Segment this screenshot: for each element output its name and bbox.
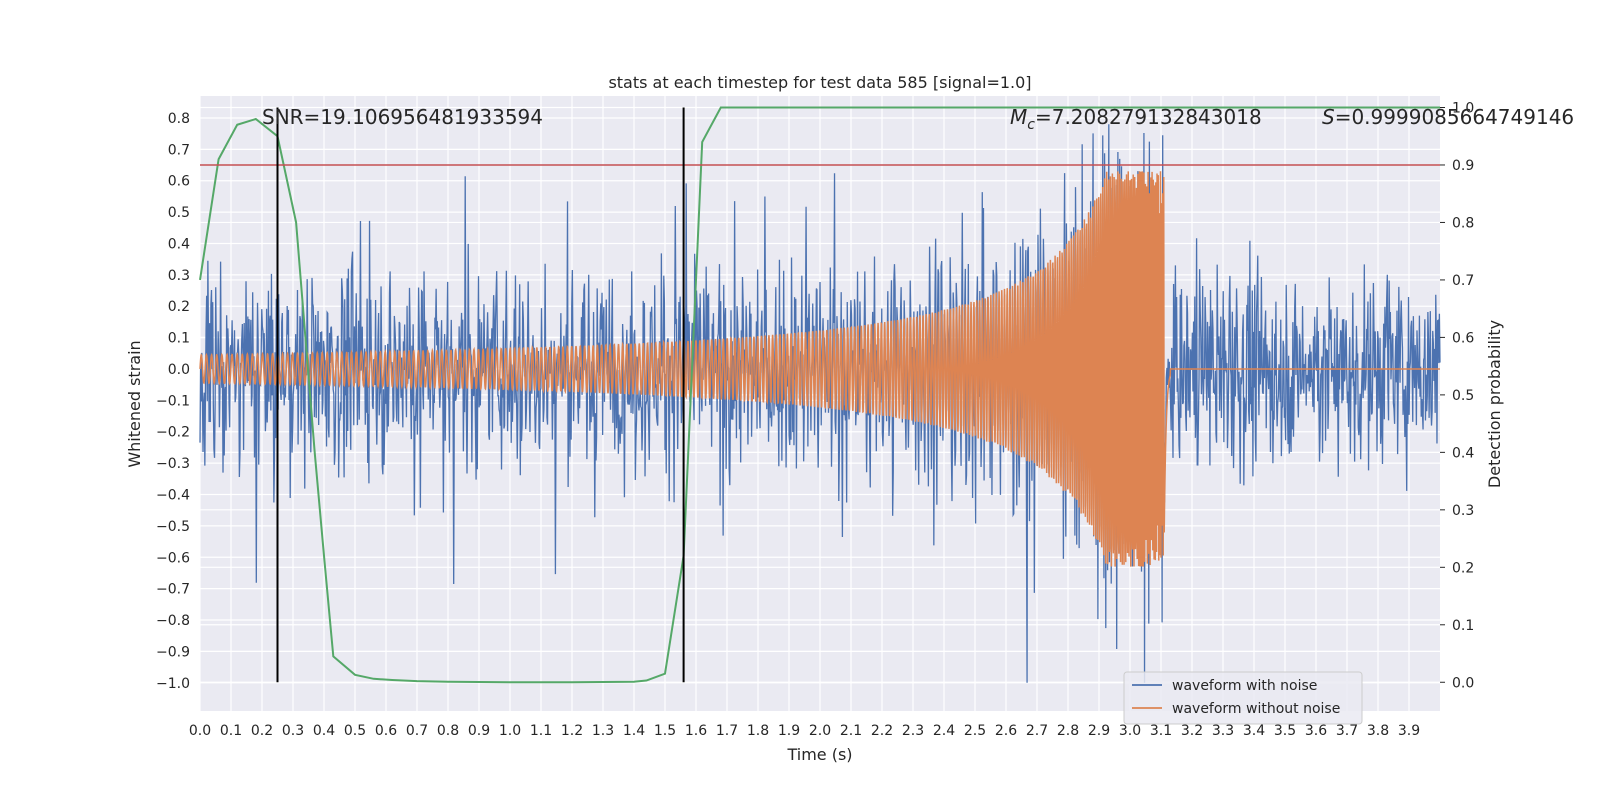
x-tick-label: 2.1	[840, 723, 862, 739]
score-value: =0.9999085664749146	[1335, 105, 1574, 129]
x-tick-label: 2.3	[902, 723, 924, 739]
x-tick-label: 1.4	[623, 723, 645, 739]
y-tick-label: −0.2	[156, 425, 190, 441]
y-tick-label: −0.9	[156, 644, 190, 660]
x-tick-label: 1.9	[778, 723, 800, 739]
y2-tick-label: 0.0	[1452, 675, 1474, 691]
x-tick-label: 1.5	[654, 723, 676, 739]
x-tick-label: 2.5	[964, 723, 986, 739]
x-tick-label: 0.1	[220, 723, 242, 739]
y2-tick-label: 0.5	[1452, 388, 1474, 404]
x-tick-label: 0.9	[468, 723, 490, 739]
x-tick-label: 0.0	[189, 723, 211, 739]
x-tick-label: 3.0	[1119, 723, 1141, 739]
x-tick-label: 3.2	[1181, 723, 1203, 739]
series-waveform-without-noise	[199, 171, 1440, 567]
legend: waveform with noise waveform without noi…	[1123, 671, 1363, 725]
y-tick-label: 0.2	[168, 299, 190, 315]
y-tick-label: −1.0	[156, 676, 190, 692]
y-tick-label: −0.4	[156, 487, 190, 503]
y-tick-label: 0.1	[168, 331, 190, 347]
y2-tick-label: 0.7	[1452, 273, 1474, 289]
legend-box	[1123, 671, 1363, 725]
y2-tick-label: 0.1	[1452, 618, 1474, 634]
x-tick-label: 0.6	[375, 723, 397, 739]
x-tick-label: 3.6	[1305, 723, 1327, 739]
chirp-mass-subscript: c	[1027, 117, 1035, 133]
x-axis-label: Time (s)	[786, 745, 852, 764]
x-tick-label: 1.3	[592, 723, 614, 739]
legend-label-clean: waveform without noise	[1172, 701, 1340, 717]
y2-tick-label: 0.8	[1452, 215, 1474, 231]
y2-tick-label: 0.9	[1452, 158, 1474, 174]
x-tick-label: 1.2	[561, 723, 583, 739]
y-tick-label: 0.4	[168, 236, 190, 252]
y-tick-label: −0.6	[156, 550, 190, 566]
y2-tick-label: 1.0	[1452, 100, 1474, 116]
x-tick-label: 2.9	[1088, 723, 1110, 739]
y2-axis-ticks: 1.0 0.9 0.8 0.7 0.6 0.5 0.4 0.3 0.2 0.1 0.0	[1440, 100, 1474, 691]
y2-tick-label: 0.4	[1452, 445, 1474, 461]
y2-tick-label: 0.6	[1452, 330, 1474, 346]
y2-axis-label: Detection probability	[1485, 320, 1504, 488]
chirp-mass-value: =7.208279132843018	[1035, 105, 1262, 129]
x-tick-label: 0.7	[406, 723, 428, 739]
y-tick-label: −0.3	[156, 456, 190, 472]
y-tick-label: −0.5	[156, 519, 190, 535]
x-tick-label: 0.5	[344, 723, 366, 739]
chirp-mass-symbol: M	[1010, 105, 1027, 129]
x-tick-label: 3.5	[1274, 723, 1296, 739]
x-tick-label: 0.2	[251, 723, 273, 739]
x-tick-label: 3.4	[1243, 723, 1265, 739]
x-tick-label: 0.8	[437, 723, 459, 739]
x-tick-label: 1.6	[685, 723, 707, 739]
snr-annotation: SNR=19.106956481933594	[262, 105, 543, 129]
line-waveform-without-noise	[199, 171, 1440, 567]
y2-tick-label: 0.3	[1452, 503, 1474, 519]
x-tick-label: 3.8	[1367, 723, 1389, 739]
x-tick-label: 2.2	[871, 723, 893, 739]
y-tick-label: 0.5	[168, 205, 190, 221]
x-tick-label: 2.6	[995, 723, 1017, 739]
y2-tick-label: 0.2	[1452, 560, 1474, 576]
chirp-mass-annotation: Mc=7.208279132843018	[1010, 105, 1262, 133]
x-tick-label: 1.7	[716, 723, 738, 739]
x-tick-label: 0.3	[282, 723, 304, 739]
chart-title: stats at each timestep for test data 585…	[608, 73, 1031, 92]
score-symbol: S	[1322, 105, 1335, 129]
x-tick-label: 2.8	[1057, 723, 1079, 739]
x-tick-label: 3.1	[1150, 723, 1172, 739]
y-tick-label: −0.8	[156, 613, 190, 629]
x-tick-label: 1.1	[530, 723, 552, 739]
x-tick-label: 1.0	[499, 723, 521, 739]
x-axis-ticks: 0.0 0.1 0.2 0.3 0.4 0.5 0.6 0.7 0.8 0.9 1.0 1.1 1.2 1…	[189, 723, 1420, 739]
y-tick-label: −0.7	[156, 582, 190, 598]
score-annotation: S=0.9999085664749146	[1322, 105, 1574, 129]
x-tick-label: 3.9	[1398, 723, 1420, 739]
reference-lines	[200, 107, 1440, 683]
y-axis-ticks: 0.8 0.7 0.6 0.5 0.4 0.3 0.2 0.1 0.0 −0.1 −0.2 −0.3 −…	[156, 111, 190, 692]
x-tick-label: 1.8	[747, 723, 769, 739]
y-tick-label: 0.3	[168, 268, 190, 284]
x-tick-label: 0.4	[313, 723, 335, 739]
x-tick-label: 2.7	[1026, 723, 1048, 739]
legend-label-noise: waveform with noise	[1172, 678, 1317, 694]
x-tick-label: 3.7	[1336, 723, 1358, 739]
x-tick-label: 2.4	[933, 723, 955, 739]
y-tick-label: 0.6	[168, 174, 190, 190]
x-tick-label: 3.3	[1212, 723, 1234, 739]
y-tick-label: 0.8	[168, 111, 190, 127]
y-tick-label: 0.0	[168, 362, 190, 378]
y-tick-label: −0.1	[156, 393, 190, 409]
y-tick-label: 0.7	[168, 142, 190, 158]
y-axis-label: Whitened strain	[125, 340, 144, 467]
x-tick-label: 2.0	[809, 723, 831, 739]
